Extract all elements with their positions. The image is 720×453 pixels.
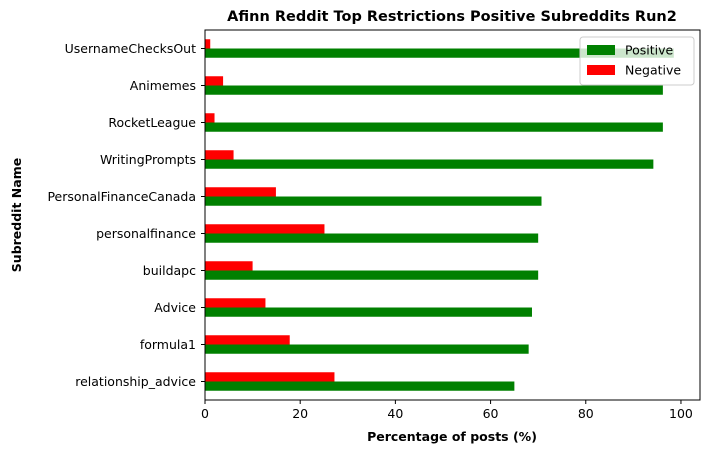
y-tick-label: UsernameChecksOut — [65, 41, 196, 56]
x-tick-label: 20 — [292, 406, 308, 421]
bars-group — [205, 39, 674, 391]
bar-negative — [205, 113, 215, 123]
legend-swatch — [587, 45, 615, 55]
bar-negative — [205, 335, 290, 345]
x-tick-label: 40 — [387, 406, 403, 421]
x-axis-ticks: 0 20 40 60 80 100 — [201, 400, 693, 421]
y-tick-label: RocketLeague — [108, 115, 196, 130]
bar-negative — [205, 298, 266, 308]
bar-negative — [205, 76, 224, 86]
plot-frame — [204, 29, 701, 401]
y-axis-label: Subreddit Name — [9, 158, 24, 272]
y-axis-ticks: relationship_advice formula1 Advice buildap… — [47, 41, 205, 389]
bar-positive — [205, 270, 539, 280]
x-tick-label: 80 — [578, 406, 594, 421]
chart-title: Afinn Reddit Top Restrictions Positive S… — [227, 9, 677, 25]
bar-negative — [205, 372, 335, 382]
x-tick-label: 60 — [483, 406, 499, 421]
bar-positive — [205, 344, 529, 354]
legend-label: Negative — [625, 63, 681, 78]
y-tick-label: WritingPrompts — [100, 152, 196, 167]
bar-positive — [205, 159, 654, 169]
bar-positive — [205, 307, 532, 317]
y-tick-label: personalfinance — [96, 226, 196, 241]
y-tick-label: relationship_advice — [75, 374, 196, 389]
bar-negative — [205, 261, 253, 271]
legend: Positive Negative — [579, 36, 695, 86]
bar-negative — [205, 224, 325, 234]
y-tick-label: Advice — [154, 300, 196, 315]
y-tick-label: Animemes — [130, 78, 196, 93]
bar-positive — [205, 381, 515, 391]
x-axis-label: Percentage of posts (%) — [367, 429, 537, 444]
bar-positive — [205, 85, 663, 95]
x-tick-label: 100 — [669, 406, 693, 421]
bar-negative — [205, 39, 211, 49]
bar-positive — [205, 196, 542, 206]
bar-negative — [205, 187, 276, 197]
legend-swatch — [587, 65, 615, 75]
y-tick-label: PersonalFinanceCanada — [47, 189, 196, 204]
x-tick-label: 0 — [201, 406, 209, 421]
bar-negative — [205, 150, 234, 160]
legend-label: Positive — [625, 43, 673, 58]
bar-positive — [205, 122, 663, 132]
y-tick-label: buildapc — [143, 263, 196, 278]
bar-positive — [205, 48, 674, 58]
y-tick-label: formula1 — [140, 337, 196, 352]
bar-positive — [205, 233, 539, 243]
